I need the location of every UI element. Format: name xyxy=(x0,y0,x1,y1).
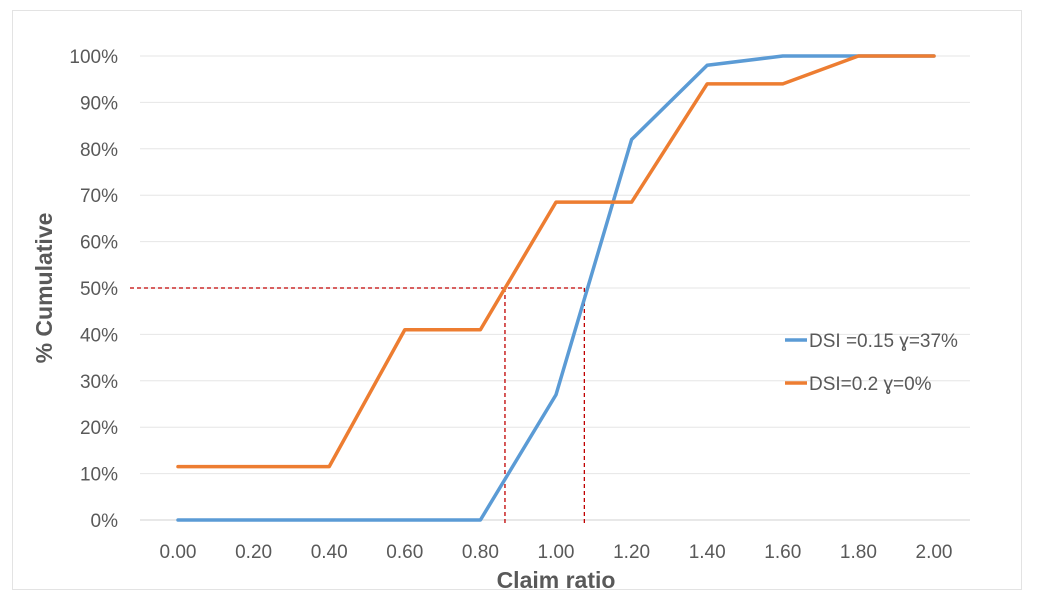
y-tick-label: 60% xyxy=(80,233,118,254)
x-tick-label: 0.80 xyxy=(462,542,499,563)
y-tick-label: 0% xyxy=(91,511,119,532)
y-axis-tick-labels: 0% 10% 20% 30% 40% 50% 60% 70% 80% 90% 100% xyxy=(69,47,118,532)
x-tick-label: 0.40 xyxy=(311,542,348,563)
x-axis-title: Claim ratio xyxy=(497,567,616,593)
y-tick-label: 30% xyxy=(80,372,118,393)
x-tick-label: 1.80 xyxy=(840,542,877,563)
y-tick-label: 40% xyxy=(80,325,118,346)
y-tick-label: 20% xyxy=(80,418,118,439)
reference-lines xyxy=(130,287,585,523)
x-tick-label: 1.00 xyxy=(538,542,575,563)
y-tick-label: 100% xyxy=(69,47,118,68)
y-tick-label: 80% xyxy=(80,140,118,161)
y-axis-title: % Cumulative xyxy=(31,213,57,364)
y-tick-label: 50% xyxy=(80,279,118,300)
y-tick-label: 90% xyxy=(80,93,118,114)
y-tick-label: 70% xyxy=(80,186,118,207)
x-tick-label: 0.60 xyxy=(386,542,423,563)
x-tick-label: 1.60 xyxy=(764,542,801,563)
x-tick-label: 1.20 xyxy=(613,542,650,563)
x-tick-label: 0.20 xyxy=(235,542,272,563)
series-line-2 xyxy=(176,54,936,469)
y-tick-label: 10% xyxy=(80,465,118,486)
legend-label: DSI=0.2 ɣ=0% xyxy=(809,374,932,395)
x-tick-label: 0.00 xyxy=(160,542,197,563)
legend: DSI =0.15 ɣ=37% DSI=0.2 ɣ=0% xyxy=(785,331,958,395)
chart-frame xyxy=(12,10,1022,590)
series-line-1 xyxy=(176,54,936,522)
x-tick-label: 1.40 xyxy=(689,542,726,563)
x-tick-label: 2.00 xyxy=(916,542,953,563)
series-lines xyxy=(176,54,936,522)
x-axis-tick-labels: 0.00 0.20 0.40 0.60 0.80 1.00 1.20 1.40 1.60 1.80… xyxy=(160,542,953,563)
legend-label: DSI =0.15 ɣ=37% xyxy=(809,331,958,352)
